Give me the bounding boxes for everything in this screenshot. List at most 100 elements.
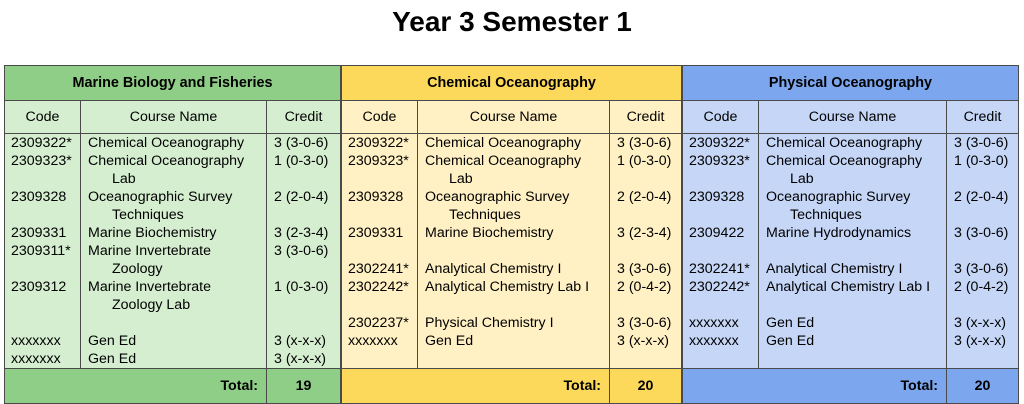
course-code: 2309323* <box>348 153 409 169</box>
course-code <box>683 296 758 314</box>
column-header-code: Code <box>4 100 81 134</box>
course-name <box>759 242 946 260</box>
course-name: Oceanographic Survey <box>88 189 233 205</box>
course-name: Chemical Oceanography <box>766 153 923 169</box>
course-code: 2309312 <box>11 279 67 295</box>
course-credit: 3 (3-0-6) <box>274 135 329 151</box>
course-credit: 3 (3-0-6) <box>617 135 672 151</box>
page-title: Year 3 Semester 1 <box>392 6 632 37</box>
program-header-row: Marine Biology and Fisheries <box>4 65 341 101</box>
spacer <box>267 170 340 188</box>
course-code-column: 2309322* 2309323* 2309328 2309331 2302241* 23… <box>341 133 418 369</box>
spacer <box>5 206 80 224</box>
course-code: xxxxxxx <box>689 315 739 331</box>
spacer <box>5 296 80 314</box>
column-header-credit: Credit <box>946 100 1019 134</box>
course-code: 2302242* <box>348 279 409 295</box>
semester-grid: Marine Biology and Fisheries Code Course N… <box>4 65 1019 404</box>
column-header-row: Code Course Name Credit <box>682 100 1019 134</box>
course-credit: 3 (3-0-6) <box>954 261 1009 277</box>
course-code: xxxxxxx <box>11 333 61 349</box>
course-credit: 2 (0-4-2) <box>954 279 1009 295</box>
course-list-row: 2309322* 2309323* 2309328 2309422 2302241* 23… <box>682 133 1019 369</box>
course-credit <box>947 242 1018 260</box>
course-name <box>81 314 266 332</box>
course-code: 2309322* <box>348 135 409 151</box>
course-credit: 3 (3-0-6) <box>274 243 329 259</box>
program-table-physical-oceanography: Physical Oceanography Code Course Name Cred… <box>682 65 1019 404</box>
course-credit: 3 (x-x-x) <box>274 351 327 367</box>
total-credits: 19 <box>266 368 341 404</box>
program-name: Marine Biology and Fisheries <box>4 65 341 101</box>
course-name: Gen Ed <box>88 351 137 367</box>
column-header-course-name: Course Name <box>80 100 267 134</box>
course-name: Gen Ed <box>88 333 137 349</box>
program-table-chemical-oceanography: Chemical Oceanography Code Course Name Cred… <box>341 65 682 404</box>
course-code <box>5 314 80 332</box>
course-credit: 2 (2-0-4) <box>617 189 672 205</box>
course-code-column: 2309322* 2309323* 2309328 2309331 2309311* 23… <box>4 133 81 369</box>
spacer <box>947 206 1018 224</box>
spacer <box>683 170 758 188</box>
spacer <box>267 296 340 314</box>
program-header-row: Chemical Oceanography <box>341 65 682 101</box>
total-credits: 20 <box>946 368 1019 404</box>
course-credit-column: 3 (3-0-6) 1 (0-3-0) 2 (2-0-4) 3 (3-0-6) 3 (3… <box>946 133 1019 369</box>
course-list-row: 2309322* 2309323* 2309328 2309331 2309311* 23… <box>4 133 341 369</box>
column-header-credit: Credit <box>266 100 341 134</box>
spacer <box>683 206 758 224</box>
course-credit: 1 (0-3-0) <box>274 153 329 169</box>
column-header-code: Code <box>341 100 418 134</box>
course-code <box>342 242 417 260</box>
course-name: Gen Ed <box>766 333 815 349</box>
course-name-column: Chemical Oceanography Chemical Oceanograp… <box>417 133 610 369</box>
total-row: Total: 19 <box>4 368 341 404</box>
course-credit: 3 (x-x-x) <box>274 333 327 349</box>
course-name: Techniques <box>790 207 862 223</box>
course-credit <box>267 314 340 332</box>
course-credit <box>610 296 681 314</box>
course-credit: 3 (x-x-x) <box>617 333 670 349</box>
course-name-column: Chemical Oceanography Chemical Oceanograp… <box>758 133 947 369</box>
course-name: Oceanographic Survey <box>766 189 911 205</box>
course-code: 2309311* <box>11 243 71 259</box>
course-name-column: Chemical Oceanography Chemical Oceanograp… <box>80 133 267 369</box>
course-name: Chemical Oceanography <box>88 135 245 151</box>
spacer <box>5 170 80 188</box>
course-credit: 2 (2-0-4) <box>274 189 329 205</box>
course-name: Analytical Chemistry I <box>425 261 562 277</box>
course-code: 2309331 <box>11 225 67 241</box>
course-name: Oceanographic Survey <box>425 189 570 205</box>
course-name: Techniques <box>449 207 521 223</box>
course-name: Zoology Lab <box>112 297 191 313</box>
course-code: 2309323* <box>689 153 750 169</box>
spacer <box>947 170 1018 188</box>
course-credit: 3 (3-0-6) <box>617 315 672 331</box>
course-credit: 1 (0-3-0) <box>617 153 672 169</box>
course-credit: 3 (3-0-6) <box>617 261 672 277</box>
course-name: Marine Hydrodynamics <box>766 225 912 241</box>
course-name: Marine Biochemistry <box>88 225 217 241</box>
course-name: Gen Ed <box>425 333 474 349</box>
total-row: Total: 20 <box>341 368 682 404</box>
spacer <box>5 260 80 278</box>
total-label: Total: <box>341 368 610 404</box>
course-code: xxxxxxx <box>348 333 398 349</box>
course-list-row: 2309322* 2309323* 2309328 2309331 2302241* 23… <box>341 133 682 369</box>
course-code <box>683 242 758 260</box>
course-code: 2302242* <box>689 279 750 295</box>
column-header-credit: Credit <box>609 100 682 134</box>
course-credit-column: 3 (3-0-6) 1 (0-3-0) 2 (2-0-4) 3 (2-3-4) 3 (3… <box>609 133 682 369</box>
course-credit: 3 (3-0-6) <box>954 225 1009 241</box>
program-name: Physical Oceanography <box>682 65 1019 101</box>
course-code: 2309328 <box>348 189 404 205</box>
course-credit: 3 (3-0-6) <box>954 135 1009 151</box>
course-name: Marine Invertebrate <box>88 279 212 295</box>
course-code: 2302241* <box>348 261 409 277</box>
course-code: 2309328 <box>689 189 745 205</box>
course-credit: 2 (0-4-2) <box>617 279 672 295</box>
program-table-marine-biology: Marine Biology and Fisheries Code Course N… <box>4 65 341 404</box>
course-credit: 1 (0-3-0) <box>954 153 1009 169</box>
column-header-row: Code Course Name Credit <box>4 100 341 134</box>
course-name: Chemical Oceanography <box>425 135 582 151</box>
